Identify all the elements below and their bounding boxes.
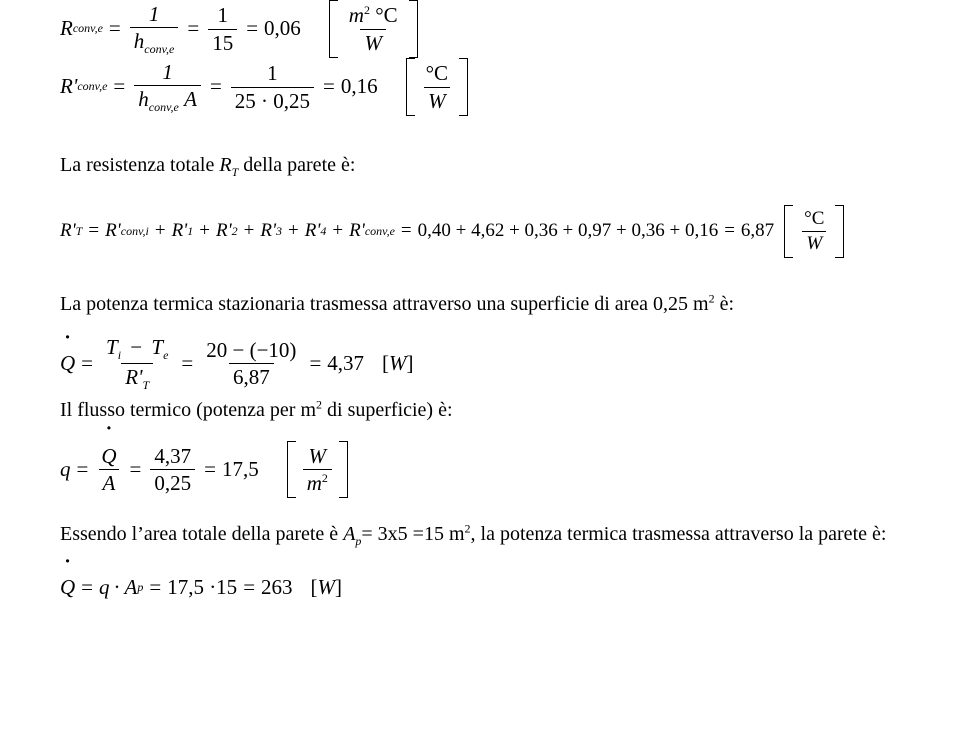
sym: R' <box>349 221 365 242</box>
value: 17,5 <box>222 458 259 481</box>
value: 263 <box>261 576 293 599</box>
op-eq: = <box>204 75 228 98</box>
unit-m: m <box>349 3 364 27</box>
nums: 17,5 ·15 <box>167 576 237 599</box>
den: 6,87 <box>233 365 270 389</box>
text-resistenza-totale: La resistenza totale RT della parete è: <box>60 152 900 181</box>
v: A <box>343 523 355 545</box>
t: è: <box>715 293 734 315</box>
unit-bracket: W m2 <box>287 441 348 499</box>
sym: R' <box>105 221 121 242</box>
num: 20 − (−10) <box>206 338 296 362</box>
value: 6,87 <box>741 221 774 242</box>
den-sub: conv,e <box>144 42 174 56</box>
frac: 1 15 <box>208 2 237 56</box>
t: T <box>106 335 118 359</box>
den-A: A <box>184 87 197 111</box>
s: T <box>143 378 150 392</box>
t: , la potenza termica trasmessa attravers… <box>471 523 887 545</box>
unit-bracket: m2 °C W <box>329 0 418 58</box>
value: 4,37 <box>327 352 364 375</box>
den-sub: conv,e <box>149 100 179 114</box>
num: 4,37 <box>154 444 191 468</box>
sym: R' <box>260 221 276 242</box>
sym-Qdot: Q <box>60 352 75 375</box>
t: Il flusso termico (potenza per m <box>60 399 316 421</box>
sym: R' <box>305 221 321 242</box>
A: A <box>125 576 138 599</box>
unit-m: m <box>307 471 322 495</box>
text-potenza-stazionaria: La potenza termica stazionaria trasmessa… <box>60 291 900 317</box>
A: A <box>103 471 116 495</box>
op-eq: = <box>107 75 131 98</box>
value: 0,16 <box>341 75 378 98</box>
unit-w: W <box>309 444 327 468</box>
op-eq: = <box>103 17 127 40</box>
equation-Qdot: Q = Ti − Te R'T = 20 − (−10) 6,87 = 4,37… <box>60 335 900 393</box>
num: 1 <box>149 2 160 26</box>
num: 1 <box>217 3 228 27</box>
sym: R' <box>172 221 188 242</box>
den: 25 · 0,25 <box>235 89 310 113</box>
unit-exp: 2 <box>322 471 328 485</box>
r: R' <box>125 365 142 389</box>
t: Essendo l’area totale della parete è <box>60 523 343 545</box>
text-area-totale: Essendo l’area totale della parete è Ap=… <box>60 521 900 550</box>
unit-c: °C <box>426 61 448 85</box>
op-eq: = <box>317 75 341 98</box>
s: i <box>118 348 121 362</box>
den-h: h <box>138 87 149 111</box>
op-eq: = <box>240 17 264 40</box>
unit: [W] <box>382 352 414 375</box>
unit-bracket: °C W <box>406 58 468 116</box>
q: q <box>99 576 110 599</box>
nums: 0,40 + 4,62 + 0,36 + 0,97 + 0,36 + 0,16 <box>418 221 719 242</box>
equation-RT-sum: R'T = R'conv,i + R'1 + R'2 + R'3 + R'4 +… <box>60 203 900 261</box>
frac: 1 hconv,e <box>130 1 179 57</box>
equation-Rprime-conv-e: R'conv,e = 1 hconv,e A = 1 25 · 0,25 = 0… <box>60 58 900 116</box>
num: 1 <box>162 60 173 84</box>
den: 0,25 <box>154 471 191 495</box>
t: di superficie) è: <box>322 399 453 421</box>
den: 15 <box>212 31 233 55</box>
Qdot: Q <box>101 444 116 468</box>
num: 1 <box>267 61 278 85</box>
text-flusso-termico: Il flusso termico (potenza per m2 di sup… <box>60 397 900 423</box>
sub: conv,e <box>365 225 395 238</box>
unit-c: °C <box>375 3 397 27</box>
t: La resistenza totale <box>60 154 219 176</box>
sym-q: q <box>60 458 71 481</box>
sym-Qdot: Q <box>60 576 75 599</box>
sub: T <box>76 225 83 238</box>
sub: conv,e <box>73 22 103 35</box>
unit-c: °C <box>804 208 824 229</box>
sym-R: R <box>60 17 73 40</box>
unit: [W] <box>311 576 343 599</box>
equation-Qdot-total: Q = q · Ap = 17,5 ·15 = 263 [W] <box>60 571 900 603</box>
equation-q: q = Q A = 4,37 0,25 = 17,5 W m2 <box>60 441 900 499</box>
t: La potenza termica stazionaria trasmessa… <box>60 293 709 315</box>
unit-bracket: °C W <box>784 205 844 258</box>
t: = 3x5 =15 m <box>361 523 464 545</box>
value: 0,06 <box>264 17 301 40</box>
sym-R: R' <box>60 75 77 98</box>
t: T <box>151 335 163 359</box>
unit-w: W <box>428 89 446 113</box>
v: R <box>219 154 231 176</box>
sub: conv,i <box>121 225 149 238</box>
sym: R' <box>60 221 76 242</box>
op-eq: = <box>181 17 205 40</box>
equation-R-conv-e: Rconv,e = 1 hconv,e = 1 15 = 0,06 m2 °C … <box>60 0 900 58</box>
unit-w: W <box>364 31 382 55</box>
unit-w: W <box>806 233 822 254</box>
den-h: h <box>134 29 145 53</box>
sub: conv,e <box>77 80 107 93</box>
t: della parete è: <box>238 154 355 176</box>
sym: R' <box>216 221 232 242</box>
s: e <box>163 348 168 362</box>
